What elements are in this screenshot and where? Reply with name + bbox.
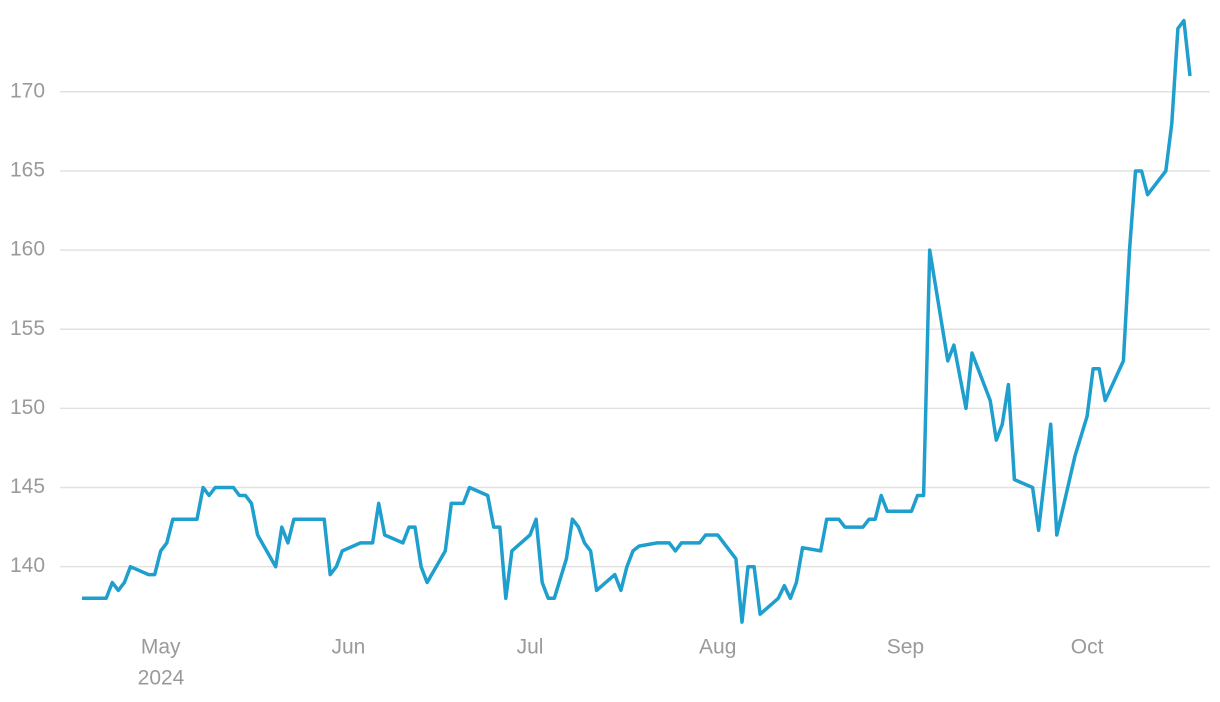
y-tick-label: 150: [10, 396, 45, 419]
y-tick-label: 155: [10, 317, 45, 340]
y-tick-label: 140: [10, 554, 45, 577]
x-tick-label: Aug: [699, 636, 736, 659]
y-tick-label: 165: [10, 159, 45, 182]
x-tick-label: Jul: [517, 636, 544, 659]
x-tick-label: May: [141, 636, 181, 659]
x-tick-label: Oct: [1071, 636, 1104, 659]
y-tick-label: 160: [10, 238, 45, 261]
x-tick-label: Jun: [331, 636, 365, 659]
data-line: [82, 18, 1192, 624]
y-tick-label: 145: [10, 475, 45, 498]
x-axis-year: 2024: [138, 667, 185, 690]
y-tick-label: 170: [10, 79, 45, 102]
x-tick-label: Sep: [887, 636, 924, 659]
